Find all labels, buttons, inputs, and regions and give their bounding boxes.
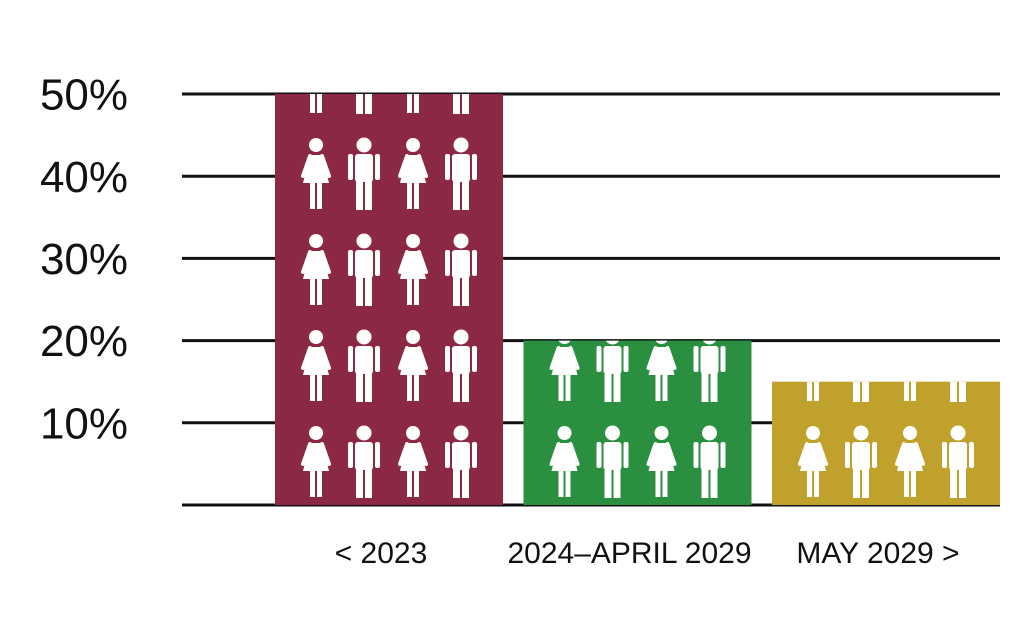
y-tick-label: 20% [40,317,128,366]
x-tick-label: < 2023 [335,537,428,570]
y-tick-label: 30% [40,235,128,284]
x-tick-label: MAY 2029 > [796,537,959,570]
pictogram-pattern [533,340,742,505]
x-tick-label: 2024–APRIL 2029 [507,537,751,570]
y-tick-label: 10% [40,399,128,448]
y-tick-label: 50% [40,71,128,120]
pictogram-pattern [782,381,990,505]
y-tick-label: 40% [40,153,128,202]
pictogram-pattern [285,94,493,505]
